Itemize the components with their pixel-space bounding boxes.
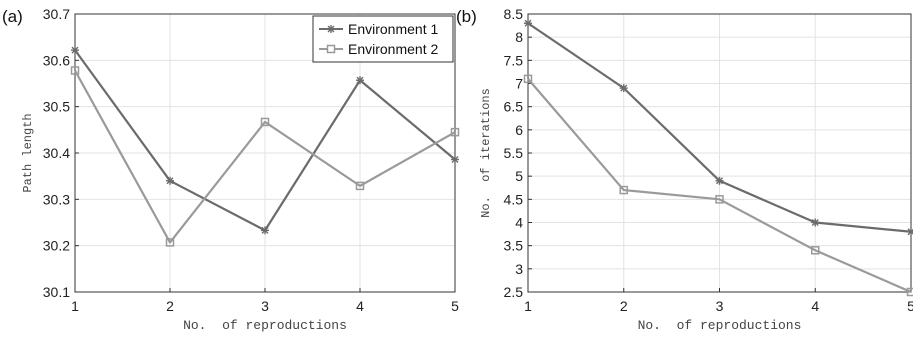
y-tick-label: 7 [515, 76, 523, 92]
y-tick-label: 6 [515, 122, 523, 138]
y-tick-label: 5 [515, 168, 523, 184]
data-point [811, 219, 819, 227]
x-tick-label: 1 [71, 298, 79, 314]
legend-label: Environment 1 [348, 21, 438, 37]
y-axis-label: Path length [21, 113, 35, 192]
legend-label: Environment 2 [348, 41, 438, 57]
y-tick-label: 3.5 [504, 238, 524, 254]
legend: Environment 1 Environment 2 [313, 16, 453, 62]
x-tick-label: 5 [451, 298, 459, 314]
x-tick-label: 3 [261, 298, 269, 314]
data-point [166, 177, 174, 185]
panel-label: (a) [2, 7, 23, 26]
x-tick-label: 2 [620, 298, 628, 314]
y-tick-label: 30.5 [43, 99, 70, 115]
x-tick-label: 3 [716, 298, 724, 314]
data-point [524, 19, 532, 27]
x-axis-label: No. of reproductions [183, 318, 347, 333]
y-tick-label: 2.5 [504, 284, 524, 300]
x-tick-label: 4 [811, 298, 819, 314]
y-tick-label: 3 [515, 261, 523, 277]
x-axis-label: No. of reproductions [638, 318, 802, 333]
x-tick-label: 2 [166, 298, 174, 314]
y-tick-label: 30.4 [43, 145, 70, 161]
data-point [71, 46, 79, 54]
panel-label: (b) [456, 7, 477, 26]
y-axis-label: No. of iterations [479, 88, 493, 218]
legend-marker [328, 46, 335, 53]
x-tick-label: 4 [356, 298, 364, 314]
y-tick-label: 7.5 [504, 52, 524, 68]
legend-marker [327, 25, 335, 33]
y-tick-label: 30.6 [43, 52, 70, 68]
y-tick-label: 30.7 [43, 6, 70, 22]
y-tick-label: 30.1 [43, 284, 70, 300]
y-tick-label: 5.5 [504, 145, 524, 161]
data-point [451, 155, 459, 163]
y-tick-label: 8.5 [504, 6, 524, 22]
x-tick-label: 1 [524, 298, 532, 314]
y-tick-label: 30.3 [43, 191, 70, 207]
chart-panel-a: 1 2 3 4 5 30.1 30.2 30.3 30.4 30.5 30.6 30.7 No. of … [2, 6, 459, 333]
y-tick-label: 8 [515, 29, 523, 45]
data-point [356, 76, 364, 84]
y-tick-label: 4 [515, 215, 523, 231]
data-point [261, 226, 269, 234]
y-tick-label: 30.2 [43, 238, 70, 254]
chart-panel-b: 1 2 3 4 5 2.5 3 3.5 4 4.5 5 5.5 6 6.5 7 7.5 8 8.5 No. of r… [456, 6, 913, 333]
y-tick-label: 4.5 [504, 191, 524, 207]
data-point [620, 84, 628, 92]
x-tick-label: 5 [907, 298, 913, 314]
data-point [716, 177, 724, 185]
y-tick-label: 6.5 [504, 99, 524, 115]
